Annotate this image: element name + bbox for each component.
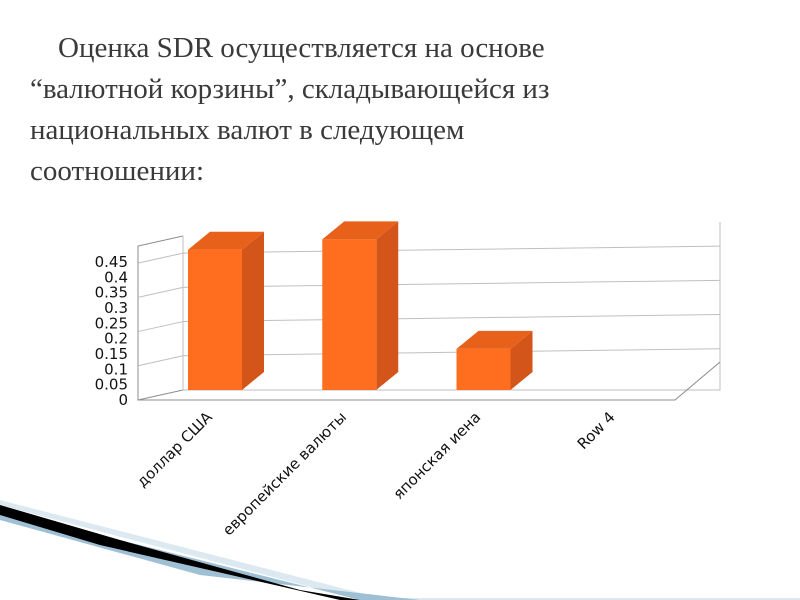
- x-axis-labels: доллар США европейские валюты японская иен…: [133, 408, 618, 540]
- corner-stripe-decoration: [0, 500, 800, 600]
- chart-bars: [188, 221, 533, 390]
- gridline-side: [137, 252, 184, 264]
- chart-gridlines: [137, 245, 721, 367]
- gridline-side: [137, 355, 184, 367]
- bar-top: [456, 330, 533, 349]
- bar: [456, 348, 511, 390]
- slide-title-line-2: “валютной корзины”, складывающейся из: [30, 73, 550, 105]
- y-tick-label: 0.1: [104, 360, 128, 378]
- bar: [188, 249, 242, 390]
- slide-title-line-3: национальных валют в следующем: [30, 114, 465, 146]
- gridline: [182, 314, 721, 323]
- y-tick-label: 0.05: [95, 376, 128, 394]
- x-category-label: японская иена: [390, 408, 485, 503]
- slide-title-line-1: Оценка SDR осуществляется на основе: [58, 32, 545, 64]
- x-category-label: Row 4: [574, 408, 619, 453]
- chart-frame: [137, 222, 721, 401]
- gridline-side: [137, 321, 184, 333]
- side-wall: [137, 235, 184, 401]
- bar-side: [376, 221, 399, 390]
- gridline: [182, 245, 721, 254]
- slide-title: Оценка SDR осуществляется на основе “вал…: [30, 28, 730, 192]
- slide-title-line-4: соотношении:: [30, 155, 204, 187]
- y-tick-label: 0.45: [95, 253, 128, 271]
- gridline: [182, 348, 721, 357]
- bar-top: [322, 221, 399, 240]
- bar: [322, 239, 377, 390]
- bar-side: [242, 231, 264, 390]
- gridline-side: [137, 286, 184, 298]
- bar-top: [188, 231, 264, 250]
- y-tick-label: 0.35: [95, 284, 128, 302]
- gridline: [182, 279, 721, 288]
- y-tick-label: 0.15: [95, 345, 128, 363]
- bar-side: [510, 330, 533, 390]
- x-category-label: европейские валюты: [219, 408, 350, 539]
- y-tick-label: 0: [118, 391, 128, 409]
- x-category-label: доллар США: [133, 408, 216, 491]
- y-tick-label: 0.25: [95, 314, 128, 332]
- y-tick-label: 0.3: [104, 299, 128, 317]
- y-axis-ticks: 00.050.10.150.20.250.30.350.40.45: [95, 253, 128, 409]
- floor-edge: [138, 361, 721, 401]
- y-tick-label: 0.2: [104, 330, 128, 348]
- y-tick-label: 0.4: [104, 268, 128, 286]
